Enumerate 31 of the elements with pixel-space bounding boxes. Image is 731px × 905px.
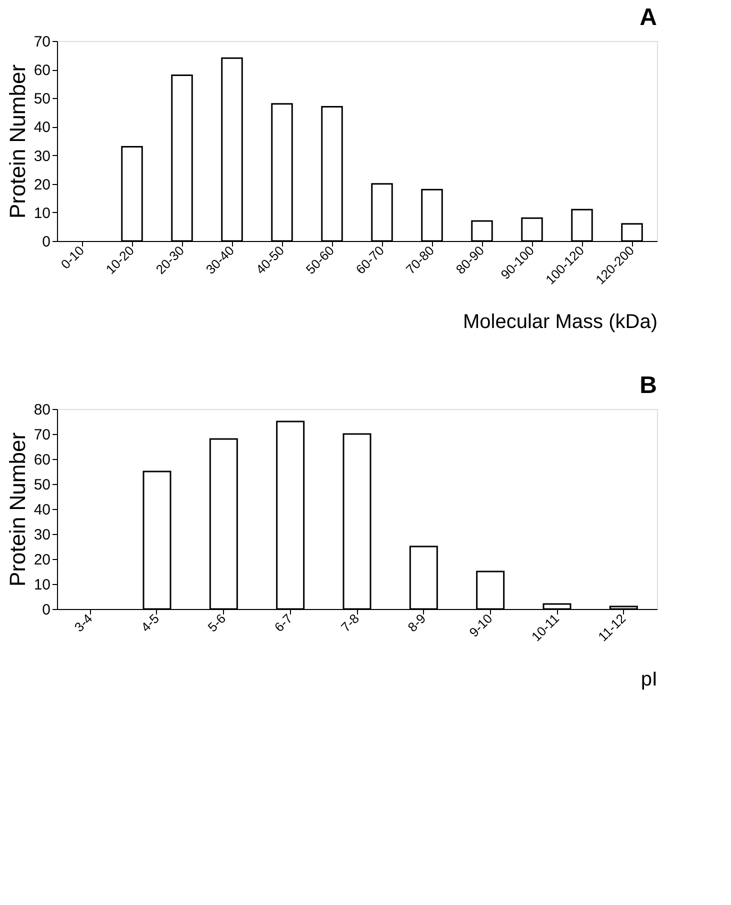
y-tick-label: 0	[42, 602, 50, 618]
y-tick-label: 20	[34, 176, 50, 194]
y-tick-label: 40	[34, 502, 50, 518]
y-tick-label: 50	[34, 90, 50, 108]
y-tick-label: 20	[34, 552, 50, 568]
x-tick-label: 0-10	[58, 242, 87, 272]
y-tick-label: 50	[34, 476, 50, 494]
y-tick-label: 60	[34, 452, 50, 468]
x-axis-title: pI	[640, 668, 658, 690]
y-tick-label: 10	[34, 204, 50, 222]
x-tick-label: 6-7	[271, 610, 296, 635]
chart-title: A	[640, 4, 657, 31]
y-tick-label: 60	[34, 62, 50, 80]
y-tick-label: 30	[34, 526, 50, 544]
y-axis-title: Protein Number	[4, 432, 30, 587]
y-tick-label: 10	[34, 576, 50, 594]
y-axis-title: Protein Number	[4, 64, 30, 219]
x-tick-label: 8-9	[404, 610, 429, 635]
y-tick-label: 70	[34, 34, 50, 50]
x-tick-label: 3-4	[71, 610, 96, 635]
y-tick-label: 0	[42, 234, 50, 250]
y-tick-label: 40	[34, 119, 50, 136]
y-tick-label: 80	[34, 402, 50, 418]
x-axis-title: Molecular Mass (kDa)	[463, 311, 658, 334]
x-tick-label: 4-5	[138, 610, 162, 635]
x-tick-label: 9-10	[466, 610, 496, 640]
x-tick-label: 7-8	[338, 610, 362, 635]
y-tick-label: 70	[34, 426, 50, 444]
x-tick-label: 5-6	[204, 610, 229, 635]
y-tick-label: 30	[34, 148, 50, 165]
chart-title: B	[640, 372, 657, 399]
